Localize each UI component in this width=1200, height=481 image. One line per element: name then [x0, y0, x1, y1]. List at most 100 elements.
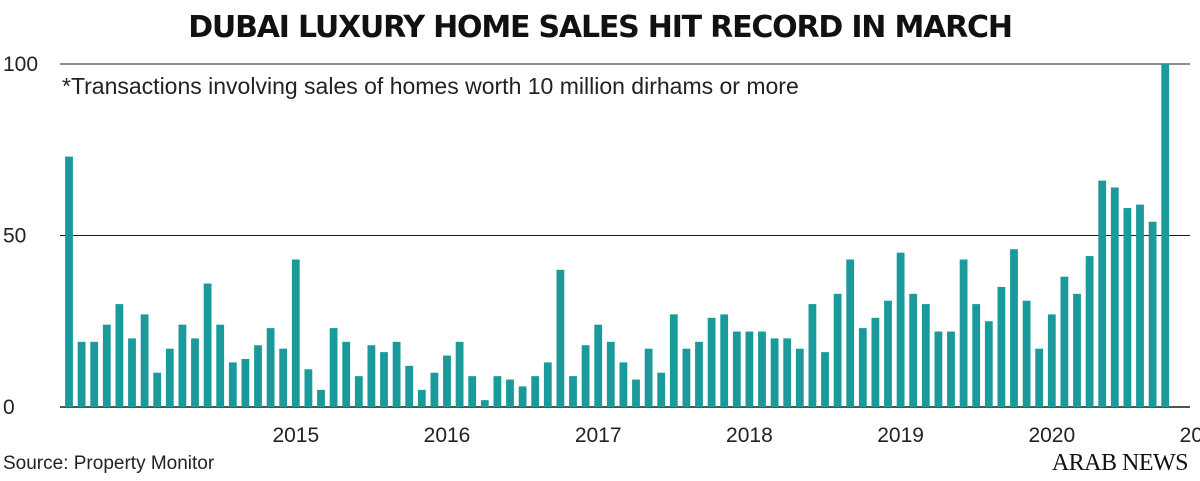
bar: [770, 338, 779, 407]
bar: [795, 348, 804, 407]
bar: [606, 341, 615, 407]
bar: [858, 328, 867, 407]
y-tick-label: 0: [3, 396, 15, 419]
bar: [165, 348, 174, 407]
bar: [632, 379, 640, 407]
bar: [531, 376, 540, 407]
chart-subtitle: *Transactions involving sales of homes w…: [62, 73, 799, 99]
bar: [1136, 204, 1144, 407]
bar: [468, 376, 477, 407]
bar: [354, 376, 363, 407]
bar: [543, 362, 552, 407]
bar: [896, 252, 905, 407]
bar: [1047, 314, 1056, 407]
x-tick-label: 2016: [424, 424, 471, 447]
bar: [115, 304, 124, 407]
bar: [556, 269, 565, 407]
x-tick-label: 2020: [1028, 424, 1075, 447]
bar: [102, 324, 111, 407]
bar: [909, 293, 918, 407]
bar: [833, 293, 842, 407]
bar: [821, 352, 829, 407]
bar: [1110, 187, 1119, 407]
bar: [153, 372, 162, 407]
bar: [266, 328, 275, 407]
x-tick-label: 2021: [1180, 424, 1200, 447]
bar: [758, 331, 766, 407]
bar: [279, 348, 288, 407]
bar: [1022, 300, 1031, 407]
bar: [732, 331, 741, 407]
bar: [128, 338, 136, 407]
bar: [1123, 208, 1132, 407]
bar: [216, 324, 225, 407]
bar: [1085, 256, 1094, 407]
bar: [430, 372, 439, 407]
bar: [720, 314, 729, 407]
bar: [317, 389, 325, 407]
bar: [405, 365, 414, 407]
bar: [871, 317, 880, 407]
bar: [921, 304, 930, 407]
bar: [342, 341, 351, 407]
x-tick-label: 2019: [877, 424, 924, 447]
x-tick-label: 2017: [575, 424, 622, 447]
bar: [65, 156, 73, 407]
bar: [480, 400, 489, 407]
bar: [682, 348, 691, 407]
chart-title: DUBAI LUXURY HOME SALES HIT RECORD IN MA…: [188, 10, 1013, 45]
bar: [669, 314, 678, 407]
bar: [997, 286, 1006, 407]
bar: [984, 321, 993, 407]
bar: [644, 348, 653, 407]
bar: [506, 379, 514, 407]
bar: [972, 304, 981, 407]
bar: [1060, 276, 1069, 407]
bar: [254, 345, 262, 407]
bar: [581, 345, 590, 407]
brand-logo: ARAB NEWS: [1051, 450, 1189, 476]
bar: [783, 338, 792, 407]
bar: [884, 300, 892, 407]
bar: [367, 345, 376, 407]
bar: [657, 372, 666, 407]
bar: [392, 341, 401, 407]
bar: [443, 355, 451, 407]
bar: [329, 328, 338, 407]
bar: [291, 259, 300, 407]
bar: [1161, 64, 1170, 407]
bar: [1148, 221, 1157, 407]
bar: [1010, 249, 1018, 407]
bar: [569, 376, 577, 407]
y-tick-label: 50: [3, 225, 26, 248]
bar: [241, 358, 250, 407]
bar: [77, 341, 86, 407]
y-tick-label: 100: [3, 53, 38, 76]
bar: [808, 304, 817, 407]
bar: [934, 331, 943, 407]
bar: [745, 331, 754, 407]
bar: [594, 324, 603, 407]
bar: [191, 338, 199, 407]
bar: [1035, 348, 1044, 407]
bar: [493, 376, 502, 407]
bar: [178, 324, 187, 407]
bar: [619, 362, 628, 407]
bar: [140, 314, 149, 407]
bar: [455, 341, 464, 407]
bar: [228, 362, 237, 407]
bar: [1073, 293, 1081, 407]
bar: [417, 389, 426, 407]
bar: [846, 259, 855, 407]
bar: [1098, 180, 1107, 407]
bar: [959, 259, 968, 407]
x-tick-label: 2015: [272, 424, 319, 447]
bar: [304, 369, 313, 407]
x-tick-label: 2018: [726, 424, 773, 447]
bar: [518, 386, 527, 407]
bar: [90, 341, 99, 407]
source-note: Source: Property Monitor: [3, 453, 215, 474]
bar: [695, 341, 703, 407]
bar: [707, 317, 716, 407]
